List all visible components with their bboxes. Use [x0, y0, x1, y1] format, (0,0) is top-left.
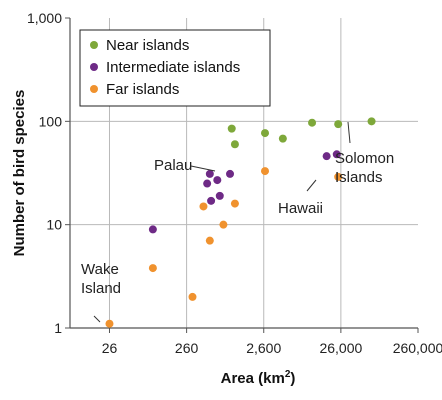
x-tick-label: 2,600: [246, 340, 281, 356]
y-tick-label: 1: [54, 320, 62, 336]
x-tick-label: 260,000: [393, 340, 442, 356]
point-far-islands: [105, 319, 114, 328]
legend-label-intermediate-islands: Intermediate islands: [106, 59, 240, 76]
x-tick-label: 260: [175, 340, 199, 356]
point-intermediate-islands: [226, 169, 235, 178]
legend-box: [79, 29, 271, 107]
point-intermediate-islands: [215, 191, 224, 200]
annotations: Wake Island Palau Hawaii Solomon Islands: [81, 121, 394, 323]
point-far-islands: [188, 292, 197, 301]
point-far-islands: [334, 172, 343, 181]
axes: [65, 17, 419, 333]
annotation-leader-line: [306, 179, 317, 192]
point-near-islands: [334, 120, 343, 129]
x-axis-title: Area (km2): [221, 369, 296, 387]
y-tick-label: 10: [46, 217, 62, 233]
point-near-islands: [308, 118, 317, 127]
point-far-islands: [219, 220, 228, 229]
point-intermediate-islands: [207, 196, 216, 205]
annotation-wake-island: Wake: [81, 261, 119, 278]
point-near-islands: [227, 124, 236, 133]
annotation-solomon-islands: Solomon: [335, 150, 394, 167]
point-intermediate-islands: [213, 176, 222, 185]
point-far-islands: [261, 167, 270, 176]
legend-marker-far-islands: [90, 85, 98, 93]
data-points: [105, 117, 376, 328]
x-axis-title-main: Area (km: [221, 370, 285, 387]
point-intermediate-islands: [148, 225, 157, 234]
point-far-islands: [205, 236, 214, 245]
legend: Near islands Intermediate islands Far isla…: [79, 29, 271, 107]
point-intermediate-islands: [203, 179, 212, 188]
point-intermediate-islands: [205, 169, 214, 178]
point-near-islands: [230, 140, 239, 149]
point-near-islands: [261, 129, 270, 138]
x-axis-title-end: ): [290, 370, 295, 387]
legend-label-far-islands: Far islands: [106, 81, 179, 98]
legend-label-near-islands: Near islands: [106, 37, 189, 54]
x-axis-title-sup: 2: [285, 369, 291, 380]
y-tick-label: 100: [39, 113, 63, 129]
point-far-islands: [148, 264, 157, 273]
legend-marker-intermediate-islands: [90, 63, 98, 71]
point-near-islands: [367, 117, 376, 126]
point-far-islands: [230, 199, 239, 208]
point-near-islands: [278, 134, 287, 143]
annotation-leader-line: [347, 121, 351, 144]
y-tick-label: 1,000: [27, 10, 62, 26]
annotation-leader-line: [93, 315, 101, 323]
tick-labels: 26 260 2,600 26,000 260,000 1 10 100 1,000: [27, 10, 442, 356]
annotation-palau: Palau: [154, 157, 192, 174]
legend-marker-near-islands: [90, 41, 98, 49]
annotation-wake-island: Island: [81, 280, 121, 297]
x-tick-label: 26: [102, 340, 118, 356]
annotation-solomon-islands: Islands: [335, 169, 383, 186]
point-intermediate-islands: [332, 150, 341, 159]
annotation-hawaii: Hawaii: [278, 200, 323, 217]
point-far-islands: [199, 202, 208, 211]
point-intermediate-islands: [322, 152, 331, 161]
y-axis-title: Number of bird species: [11, 90, 28, 257]
x-tick-label: 26,000: [319, 340, 362, 356]
annotation-leader-line: [190, 165, 216, 172]
